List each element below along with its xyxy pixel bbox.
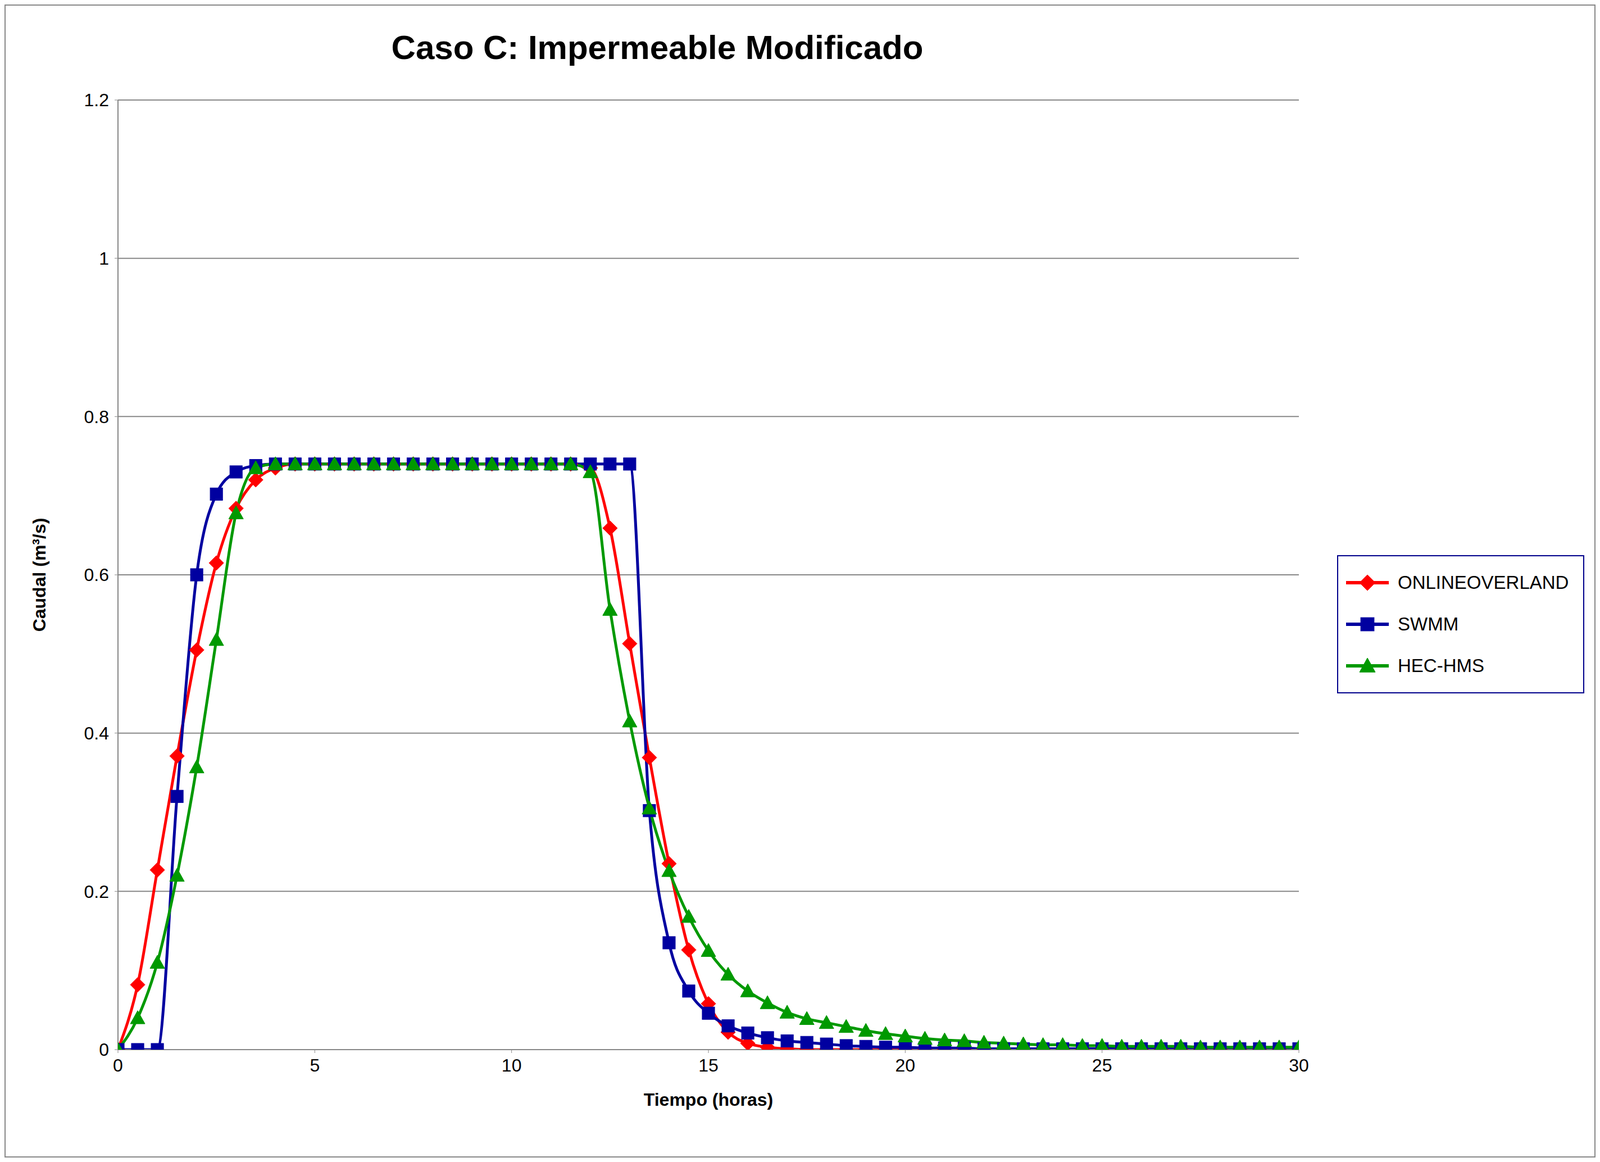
- svg-text:30: 30: [1288, 1055, 1309, 1076]
- svg-text:0.2: 0.2: [84, 881, 109, 902]
- svg-text:Caudal (m³/s): Caudal (m³/s): [29, 517, 50, 633]
- svg-text:5: 5: [309, 1055, 320, 1076]
- svg-text:10: 10: [501, 1055, 522, 1076]
- html-text:HEC-HMS: HEC-HMS: [1397, 655, 1485, 676]
- html-text:ONLINEOVERLAND: ONLINEOVERLAND: [1397, 571, 1569, 593]
- svg-text:1: 1: [98, 248, 109, 269]
- svg-text:0.6: 0.6: [84, 564, 109, 585]
- svg-text:0.8: 0.8: [84, 406, 109, 427]
- svg-text:15: 15: [698, 1055, 719, 1076]
- svg-text:20: 20: [895, 1055, 916, 1076]
- svg-text:Tiempo (horas): Tiempo (horas): [643, 1089, 774, 1110]
- svg-text:1.2: 1.2: [84, 89, 109, 111]
- svg-text:25: 25: [1092, 1055, 1113, 1076]
- svg-text:0: 0: [112, 1055, 124, 1076]
- html-text:SWMM: SWMM: [1397, 613, 1459, 635]
- svg-text:0.4: 0.4: [84, 723, 109, 744]
- html-text:Caso C: Impermeable Modificado: Caso C: Impermeable Modificado: [391, 28, 924, 67]
- svg-text:0: 0: [98, 1039, 109, 1060]
